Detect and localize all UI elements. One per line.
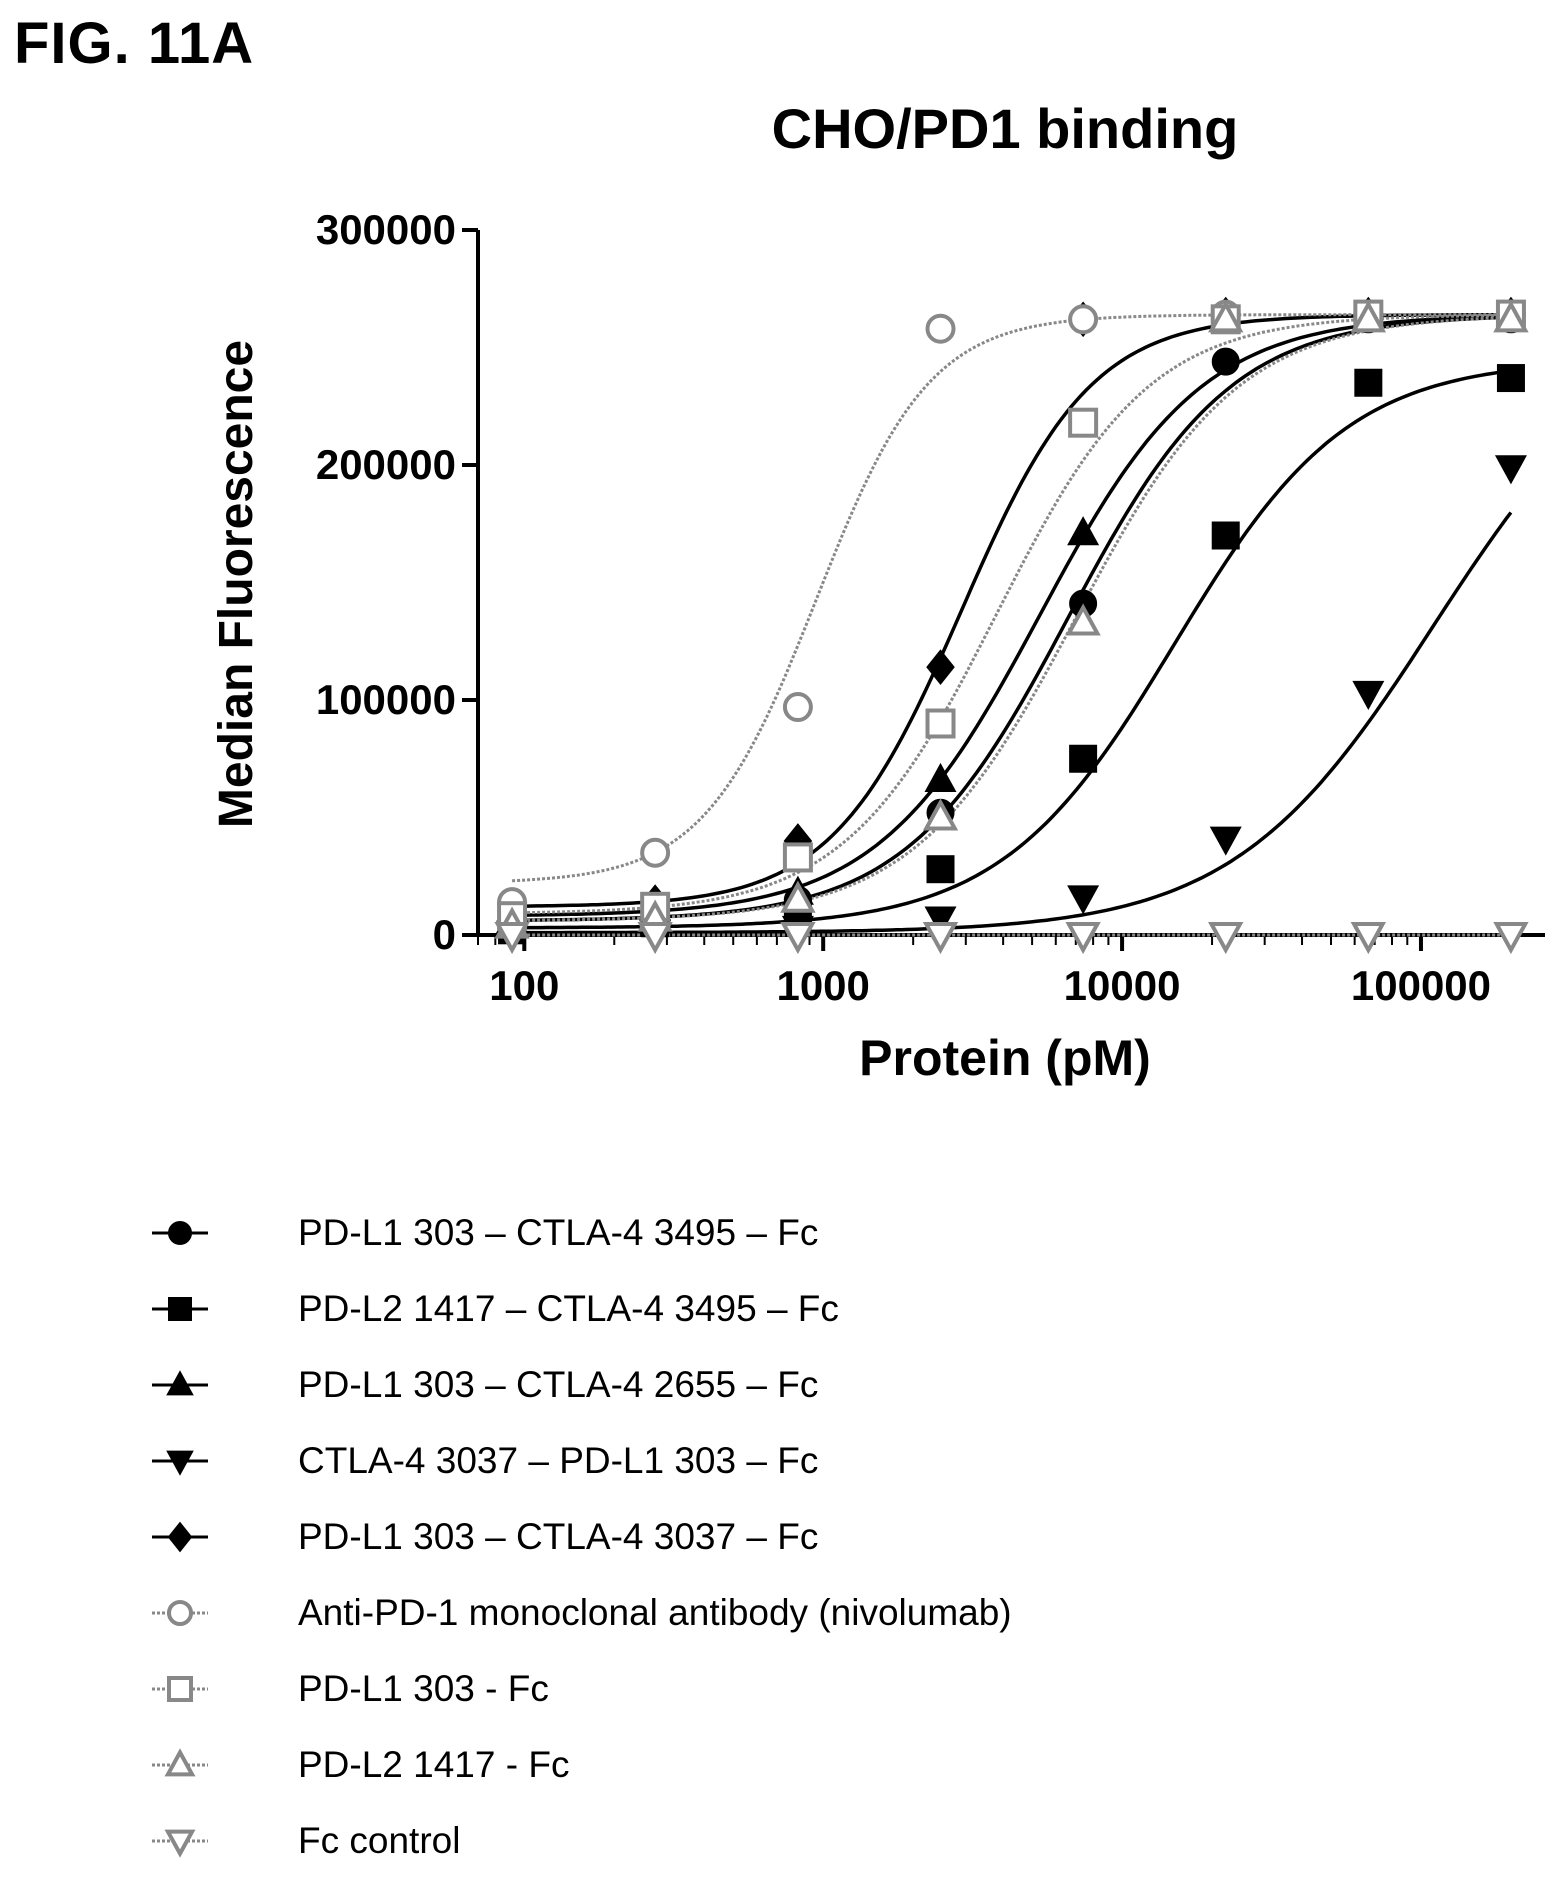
legend-item: PD-L1 303 – CTLA-4 3495 – Fc [150,1195,1450,1271]
data-point [925,313,956,344]
data-point [922,921,959,955]
legend-marker [167,1676,193,1702]
y-axis-label: Median Fluorescence [210,340,263,828]
fit-curve [512,511,1513,935]
legend-symbol [152,1676,208,1702]
fit-curve [512,313,1511,915]
data-point [640,837,671,868]
x-tick-label: 100 [489,962,559,1009]
legend-label: PD-L1 303 - Fc [298,1668,549,1709]
data-points [494,296,1529,955]
legend-marker [168,1221,192,1245]
legend-symbol [152,1521,208,1553]
fit-curves [512,312,1513,937]
x-tick-label: 1000 [776,962,869,1009]
chart-legend: PD-L1 303 – CTLA-4 3495 – Fc PD-L2 1417 –… [150,1195,1450,1879]
fit-curve [512,315,1511,923]
legend-marker [164,1748,196,1777]
legend-marker [166,1450,194,1476]
legend-marker [164,1829,196,1858]
data-point [1493,921,1529,955]
legend-label: PD-L2 1417 – CTLA-4 3495 – Fc [298,1288,839,1329]
legend-item: CTLA-4 3037 – PD-L1 303 – Fc [150,1423,1450,1499]
data-point [924,762,957,792]
figure-label: FIG. 11A [14,11,255,76]
legend-label: CTLA-4 3037 – PD-L1 303 – Fc [298,1440,819,1481]
legend-label: PD-L1 303 – CTLA-4 2655 – Fc [298,1364,819,1405]
data-point [1069,744,1098,773]
legend-label: PD-L2 1417 - Fc [298,1744,570,1785]
legend-symbol [152,1450,208,1476]
legend-symbol [152,1370,208,1396]
x-axis-label: Protein (pM) [859,1030,1151,1086]
data-point [1350,300,1387,333]
fit-curve [512,314,1511,918]
y-tick-label: 100000 [316,676,456,723]
data-point [924,906,957,936]
data-point [1067,516,1100,546]
data-point [1211,347,1240,376]
data-point [926,649,955,685]
legend-symbol [152,1748,208,1777]
data-point [926,855,955,884]
data-point [1350,921,1387,955]
legend-marker [168,1297,192,1321]
legend-item: PD-L1 303 - Fc [150,1651,1450,1727]
data-point [1068,304,1099,335]
data-point [925,708,956,739]
data-point [1208,921,1244,955]
legend-item: PD-L1 303 – CTLA-4 2655 – Fc [150,1347,1450,1423]
data-point [1068,407,1099,438]
x-tick-label: 100000 [1351,962,1491,1009]
y-tick-label: 200000 [316,441,456,488]
data-point [494,921,530,955]
data-point [782,842,813,873]
data-point [1067,885,1100,915]
data-point [1209,826,1242,856]
data-point [1208,300,1244,333]
data-point [1493,300,1529,333]
legend-label: PD-L1 303 – CTLA-4 3495 – Fc [298,1212,819,1253]
data-point [780,880,816,913]
legend-symbol [152,1829,208,1858]
data-point [1354,368,1383,397]
fit-curve [512,313,1511,883]
fit-curve [512,315,1511,922]
fit-curve [512,368,1512,930]
legend-label: Fc control [298,1820,461,1861]
y-tick-label: 0 [433,911,456,958]
data-point [1494,455,1527,485]
fit-curve [512,312,1511,908]
legend-item: Fc control [150,1803,1450,1879]
legend-marker [166,1370,194,1396]
legend-label: Anti-PD-1 monoclonal antibody (nivolumab… [298,1592,1012,1633]
data-point [1352,680,1385,710]
legend-item: PD-L1 303 – CTLA-4 3037 – Fc [150,1499,1450,1575]
data-point [782,692,813,723]
legend-label: PD-L1 303 – CTLA-4 3037 – Fc [298,1516,819,1557]
legend-symbol [152,1600,208,1626]
legend-marker [167,1521,193,1553]
data-point [1065,921,1101,955]
chart-title: CHO/PD1 binding [772,97,1239,160]
data-point [780,921,816,955]
legend-item: PD-L2 1417 – CTLA-4 3495 – Fc [150,1271,1450,1347]
y-tick-label: 300000 [316,206,456,253]
legend-symbol [152,1297,208,1321]
binding-chart: CHO/PD1 binding Median Fluorescence Prot… [210,97,1545,1086]
data-point [637,921,673,955]
data-point [1211,521,1240,550]
legend-item: Anti-PD-1 monoclonal antibody (nivolumab… [150,1575,1450,1651]
legend-marker [167,1600,193,1626]
data-point [1496,364,1525,393]
legend-item: PD-L2 1417 - Fc [150,1727,1450,1803]
data-point [1065,603,1101,636]
legend-symbol [152,1221,208,1245]
x-tick-label: 10000 [1064,962,1181,1009]
data-point [922,798,959,831]
